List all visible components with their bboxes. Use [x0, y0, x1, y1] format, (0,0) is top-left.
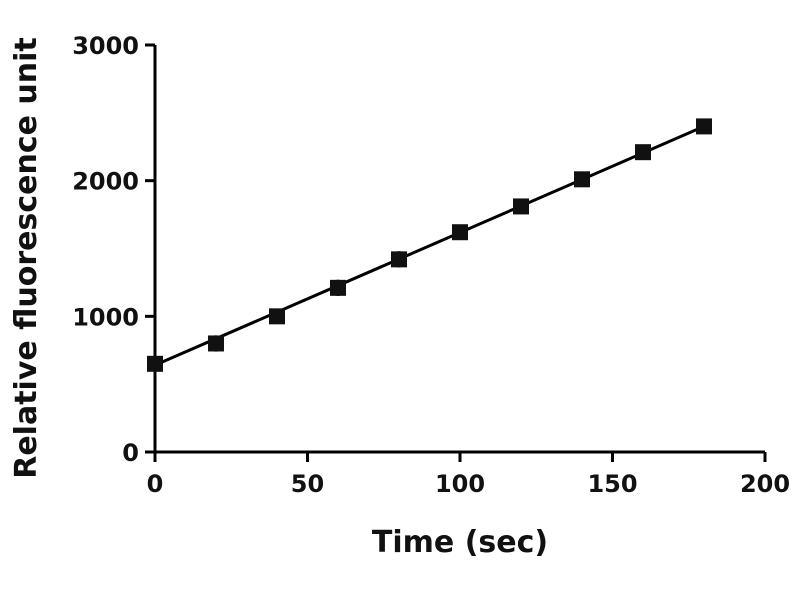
- data-point: [208, 335, 224, 352]
- data-points: [147, 118, 712, 372]
- data-point: [330, 279, 346, 296]
- x-tick-label: 200: [740, 470, 790, 498]
- data-point: [513, 198, 529, 215]
- x-tick-label: 0: [147, 470, 164, 498]
- data-point: [696, 118, 712, 135]
- data-point: [574, 171, 590, 188]
- data-point: [635, 144, 651, 161]
- y-tick-label: 0: [122, 439, 139, 467]
- y-axis-title: Relative fluorescence unit: [9, 37, 44, 479]
- data-point: [391, 251, 407, 268]
- data-point: [452, 224, 468, 241]
- y-tick-label: 3000: [72, 32, 139, 60]
- y-tick-label: 1000: [72, 303, 139, 331]
- fit-line-group: [154, 125, 705, 367]
- x-tick-label: 100: [435, 470, 485, 498]
- regression-line: [154, 125, 705, 367]
- x-tick-label: 150: [587, 470, 637, 498]
- y-tick-label: 2000: [72, 168, 139, 196]
- axes: [153, 45, 765, 454]
- x-tick-label: 50: [291, 470, 324, 498]
- data-point: [269, 308, 285, 325]
- data-point: [147, 355, 163, 372]
- x-axis-title: Time (sec): [372, 525, 548, 560]
